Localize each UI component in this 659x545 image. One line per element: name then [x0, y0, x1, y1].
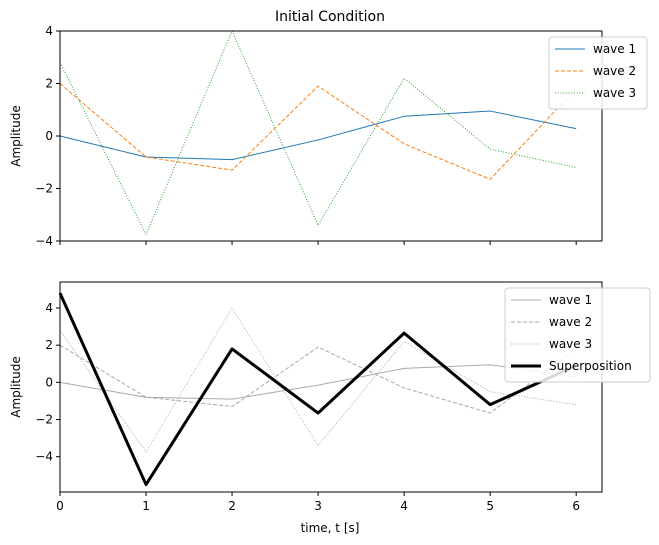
legend-box — [548, 36, 648, 110]
series-line-2 — [59, 344, 577, 414]
legend-label: wave 3 — [549, 337, 592, 351]
y-tick-label: −2 — [35, 413, 53, 427]
legend-label: wave 2 — [549, 315, 592, 329]
legend-label: wave 3 — [593, 86, 636, 100]
x-tick-label: 3 — [314, 499, 322, 513]
legend-label: wave 2 — [593, 64, 636, 78]
x-tick-label: 6 — [572, 499, 580, 513]
legend-label: wave 1 — [593, 42, 636, 56]
x-tick-label: 4 — [400, 499, 408, 513]
y-tick-label: −2 — [35, 182, 53, 196]
x-tick-label: 0 — [56, 499, 64, 513]
plot-frame — [59, 281, 603, 493]
y-tick-label: 4 — [45, 301, 53, 315]
legend: wave 1 wave 2 wave 3 Superposition — [504, 287, 651, 383]
y-tick-label: 2 — [45, 77, 53, 91]
tick-group: −4 −2 0 2 4 — [35, 24, 577, 248]
y-axis-label: Amplitude — [9, 356, 23, 418]
chart-title: Initial Condition — [275, 9, 385, 25]
series-group — [58, 292, 577, 487]
series-line-3 — [59, 307, 577, 453]
chart-bottom: Amplitude time, t [s] 0 1 2 3 4 5 6 −4 −2 0 2 4 wav… — [9, 281, 651, 535]
y-tick-label: 2 — [45, 338, 53, 352]
legend-box — [504, 287, 651, 383]
chart-top: Initial Condition Amplitude −4 −2 0 2 4 wave… — [9, 9, 648, 248]
series-line-3 — [59, 30, 577, 235]
x-axis-label: time, t [s] — [301, 521, 360, 535]
series-line-1 — [59, 110, 577, 161]
legend-label: Superposition — [549, 359, 632, 373]
x-tick-label: 2 — [228, 499, 236, 513]
plot-frame — [59, 30, 603, 242]
legend-label: wave 1 — [549, 293, 592, 307]
y-tick-label: 0 — [45, 375, 53, 389]
y-tick-label: 4 — [45, 24, 53, 38]
series-group — [59, 30, 577, 235]
x-tick-label: 5 — [486, 499, 494, 513]
series-line-1 — [59, 364, 577, 400]
series-line-2 — [59, 83, 577, 180]
legend: wave 1 wave 2 wave 3 — [548, 36, 648, 110]
y-tick-label: 0 — [45, 129, 53, 143]
y-tick-label: −4 — [35, 234, 53, 248]
tick-group: 0 1 2 3 4 5 6 −4 −2 0 2 4 — [35, 301, 580, 513]
y-axis-label: Amplitude — [9, 105, 23, 167]
series-line-4 — [58, 292, 577, 487]
x-tick-label: 1 — [142, 499, 150, 513]
y-tick-label: −4 — [35, 450, 53, 464]
